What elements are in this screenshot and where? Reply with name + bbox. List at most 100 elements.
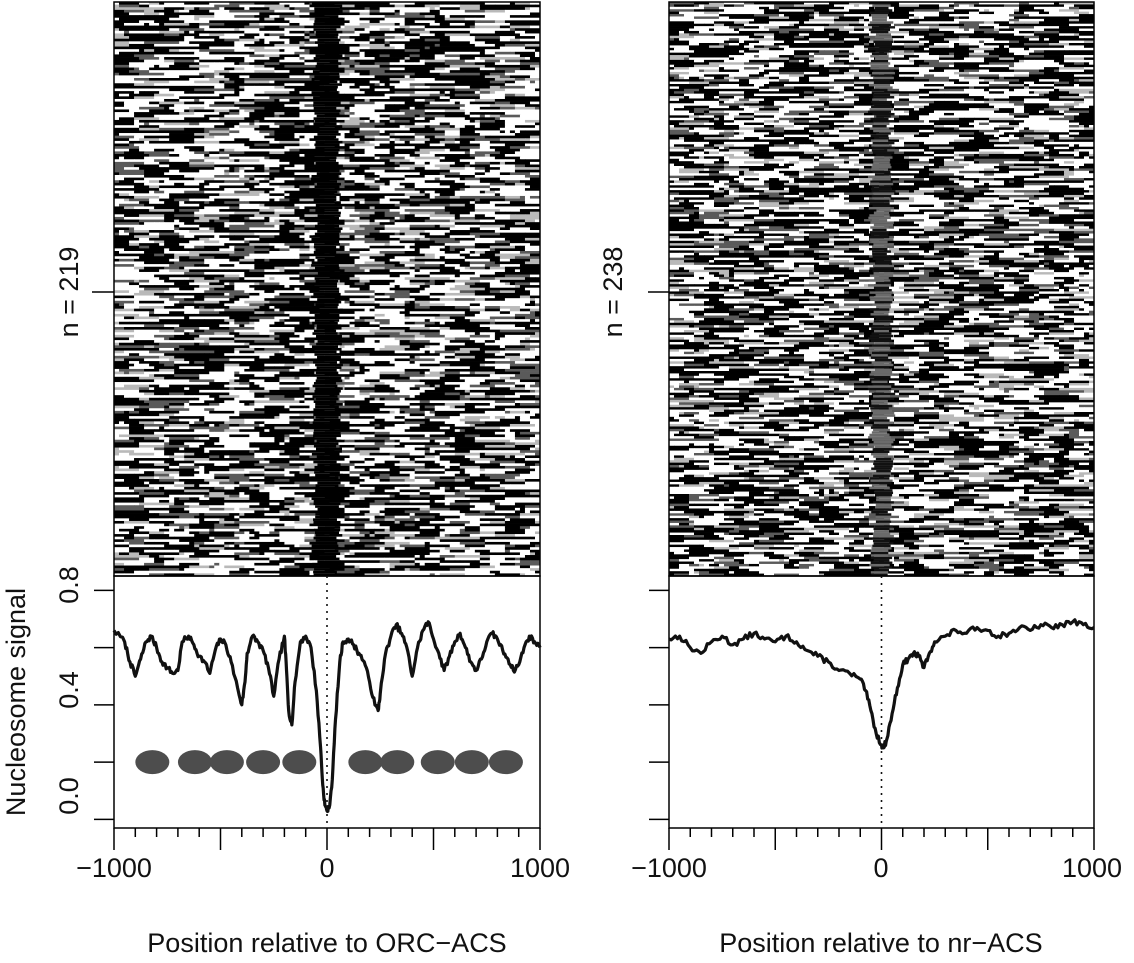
left-heatmap-cell <box>169 88 195 92</box>
left-heatmap-cell <box>424 43 436 47</box>
left-heatmap-cell <box>489 135 511 139</box>
left-heatmap-cell <box>529 185 541 189</box>
left-heatmap-cell <box>479 146 491 150</box>
left-heatmap-cell <box>459 358 486 362</box>
left-heatmap-cell <box>149 2 160 5</box>
left-heatmap-cell <box>484 264 501 268</box>
left-heatmap-cell <box>299 300 325 304</box>
left-heatmap-cell <box>259 434 285 438</box>
left-heatmap-cell <box>359 240 365 244</box>
left-heatmap-cell <box>524 214 541 218</box>
left-heatmap-cell <box>284 222 290 226</box>
left-heatmap-cell <box>364 148 376 152</box>
left-heatmap-cell <box>379 127 396 131</box>
left-heatmap-cell <box>529 91 541 95</box>
left-heatmap-cell <box>519 371 541 375</box>
left-heatmap <box>114 2 541 577</box>
left-heatmap-cell <box>419 251 446 254</box>
left-heatmap-cell <box>529 161 541 165</box>
left-heatmap-center-band <box>317 133 341 137</box>
left-heatmap-cell <box>294 125 305 129</box>
left-heatmap-cell <box>154 240 165 244</box>
left-heatmap-cell <box>134 264 145 268</box>
left-heatmap-cell <box>249 437 260 441</box>
left-heatmap-cell <box>464 403 476 406</box>
left-heatmap-cell <box>459 434 466 438</box>
left-heatmap-cell <box>184 91 200 95</box>
left-heatmap-cell <box>399 261 426 265</box>
left-heatmap-center-band <box>317 355 341 359</box>
left-heatmap-cell <box>164 410 180 414</box>
left-heatmap-cell <box>534 298 541 302</box>
left-heatmap-cell <box>114 119 135 123</box>
left-heatmap-cell <box>434 98 446 102</box>
left-heatmap-cell <box>294 51 310 55</box>
left-heatmap-cell <box>374 148 391 152</box>
left-heatmap-center-band <box>315 4 343 8</box>
left-heatmap-center-band <box>316 98 342 102</box>
left-heatmap-cell <box>474 96 481 100</box>
left-heatmap-cell <box>374 154 396 157</box>
left-heatmap-cell <box>249 138 275 142</box>
left-heatmap-cell <box>524 277 536 281</box>
left-heatmap-cell <box>469 33 496 37</box>
left-heatmap-cell <box>159 264 170 268</box>
left-heatmap-cell <box>399 437 411 441</box>
left-heatmap-center-band <box>315 119 339 123</box>
left-heatmap-cell <box>454 125 466 129</box>
left-heatmap-cell <box>394 36 406 40</box>
left-heatmap-cell <box>359 70 370 74</box>
left-heatmap-cell <box>269 15 280 19</box>
left-heatmap-cell <box>364 410 391 414</box>
left-heatmap-cell <box>504 410 511 414</box>
left-heatmap-cell <box>484 392 511 396</box>
left-heatmap-cell <box>524 138 531 142</box>
left-heatmap-cell <box>269 277 275 281</box>
left-heatmap-cell <box>114 379 120 383</box>
left-heatmap-cell <box>464 156 476 160</box>
left-heatmap-cell <box>249 392 255 396</box>
left-heatmap-cell <box>264 169 280 173</box>
left-heatmap-cell <box>144 59 165 63</box>
left-heatmap-cell <box>249 298 265 302</box>
left-heatmap-cell <box>139 7 165 11</box>
left-heatmap-cell <box>144 303 170 307</box>
left-heatmap-cell <box>414 106 441 110</box>
left-heatmap-cell <box>114 287 130 291</box>
left-heatmap-cell <box>504 395 521 399</box>
left-heatmap-cell <box>164 172 175 176</box>
left-heatmap-cell <box>414 138 431 142</box>
left-heatmap-cell <box>489 374 516 378</box>
left-heatmap-cell <box>134 300 140 304</box>
left-heatmap-cell <box>429 350 436 354</box>
left-heatmap-cell <box>124 216 150 220</box>
left-heatmap-cell <box>359 78 381 81</box>
left-heatmap-cell <box>359 392 370 396</box>
left-heatmap-cell <box>239 161 265 165</box>
left-heatmap-cell <box>274 321 285 325</box>
left-heatmap-cell <box>189 421 195 425</box>
left-heatmap-cell <box>524 195 531 199</box>
left-heatmap-cell <box>119 258 135 262</box>
left-heatmap-cell <box>449 185 471 189</box>
left-heatmap-cell <box>519 209 541 213</box>
left-heatmap-cell <box>369 17 386 21</box>
left-heatmap-cell <box>344 300 350 304</box>
left-heatmap-cell <box>499 85 526 89</box>
left-heatmap-cell <box>474 125 481 129</box>
left-heatmap-cell <box>414 135 426 139</box>
left-heatmap-cell <box>439 159 461 163</box>
left-heatmap-cell <box>219 245 230 249</box>
left-heatmap-cell <box>454 20 476 24</box>
left-heatmap-cell <box>164 439 170 443</box>
left-heatmap-cell <box>404 22 416 26</box>
left-heatmap-cell <box>139 133 165 137</box>
left-heatmap-cell <box>489 313 516 317</box>
left-heatmap-cell <box>339 361 345 365</box>
left-heatmap-cell <box>474 219 481 223</box>
left-heatmap-cell <box>219 279 230 283</box>
left-heatmap-cell <box>469 57 476 61</box>
left-heatmap-cell <box>449 248 456 252</box>
left-heatmap-cell <box>374 258 391 262</box>
left-heatmap-cell <box>519 287 526 291</box>
